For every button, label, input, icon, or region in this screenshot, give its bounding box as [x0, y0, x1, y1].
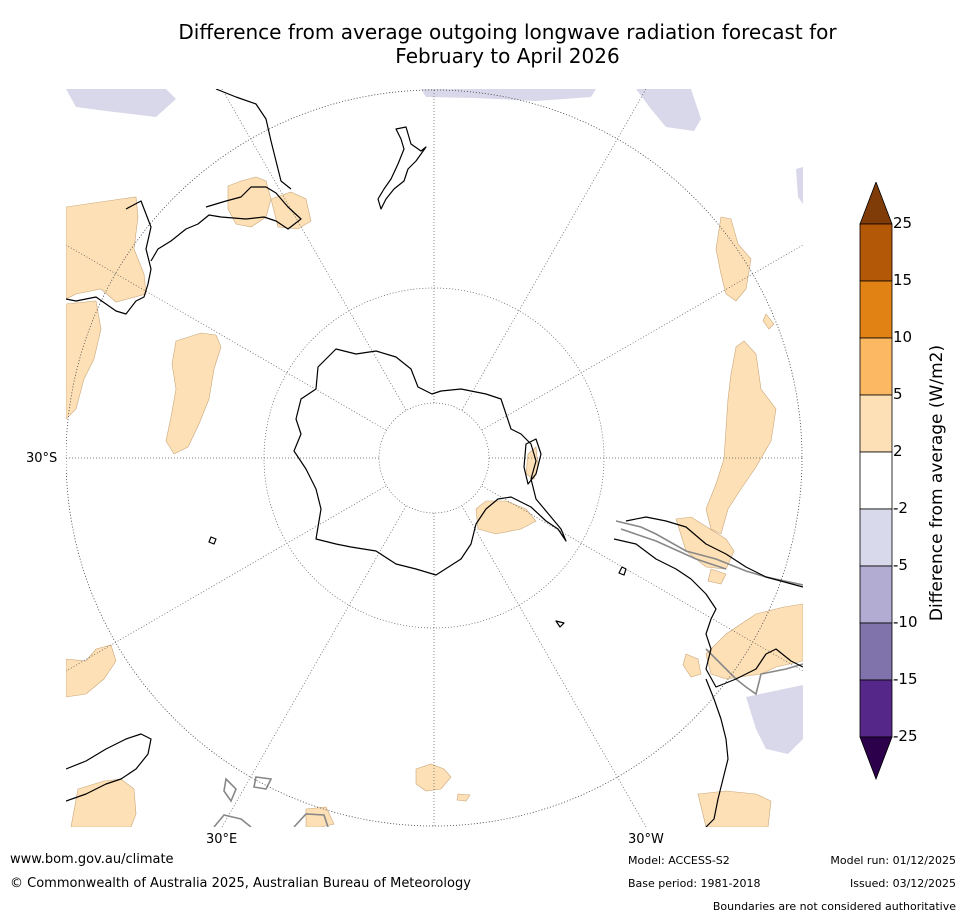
colorbar-tick-label: -2	[893, 499, 908, 517]
colorbar-segment	[859, 223, 893, 282]
lat-label-30s: 30°S	[26, 451, 58, 466]
africa-coast	[66, 733, 152, 802]
australia-coast	[66, 186, 302, 315]
colorbar-tick-label: -5	[893, 556, 908, 574]
colorbar-segment	[859, 565, 893, 624]
colorbar-tick-label: 2	[893, 442, 903, 460]
colorbar-tick-label: -10	[893, 613, 918, 631]
colorbar-segment	[859, 622, 893, 681]
colorbar-segment	[859, 280, 893, 339]
lon-label-30e: 30°E	[206, 832, 238, 847]
footer-disclaimer: Boundaries are not considered authoritat…	[712, 900, 956, 913]
chart-title: Difference from average outgoing longwav…	[60, 20, 955, 68]
colorbar-tick-label: 25	[893, 214, 913, 232]
positive-anomaly-regions	[66, 176, 803, 827]
colorbar-tick-label: -25	[893, 727, 918, 745]
colorbar	[859, 182, 893, 781]
footer-base-period: Base period: 1981-2018	[628, 877, 761, 890]
australia-north-coast	[215, 89, 292, 190]
footer-model: Model: ACCESS-S2	[628, 854, 730, 867]
title-line-2: February to April 2026	[395, 44, 620, 68]
colorbar-tick-label: 5	[893, 385, 903, 403]
colorbar-tick-label: 10	[893, 328, 913, 346]
negative-anomaly-regions	[66, 89, 803, 754]
colorbar-segment	[859, 679, 893, 738]
colorbar-tick-label: 15	[893, 271, 913, 289]
subantarctic-islands	[208, 536, 627, 628]
ocean-background	[66, 89, 803, 827]
title-line-1: Difference from average outgoing longwav…	[178, 20, 837, 44]
south-america-coast	[613, 516, 803, 688]
colorbar-segment	[859, 394, 893, 453]
footer-copyright: © Commonwealth of Australia 2025, Austra…	[10, 876, 471, 891]
colorbar-title: Difference from average (W/m2)	[927, 344, 947, 622]
colorbar-tick-label: -15	[893, 670, 918, 688]
colorbar-segment	[859, 337, 893, 396]
antarctica-coast	[293, 348, 567, 576]
south-america-west-coast	[705, 678, 729, 827]
colorbar-arrow-top	[859, 182, 893, 225]
antarctic-peninsula-coast	[523, 438, 542, 485]
meridian-lines	[66, 89, 803, 827]
coastlines	[66, 89, 803, 827]
footer-model-run: Model run: 01/12/2025	[830, 854, 956, 867]
polar-map	[66, 89, 803, 827]
colorbar-arrow-bottom	[859, 736, 893, 781]
colorbar-segment	[859, 508, 893, 567]
map-outer-edge	[66, 89, 803, 827]
lon-label-30w: 30°W	[628, 832, 664, 847]
new-zealand-coast	[377, 126, 427, 210]
footer-url[interactable]: www.bom.gov.au/climate	[10, 852, 174, 867]
colorbar-segment	[859, 451, 893, 510]
footer-issued: Issued: 03/12/2025	[849, 877, 956, 890]
